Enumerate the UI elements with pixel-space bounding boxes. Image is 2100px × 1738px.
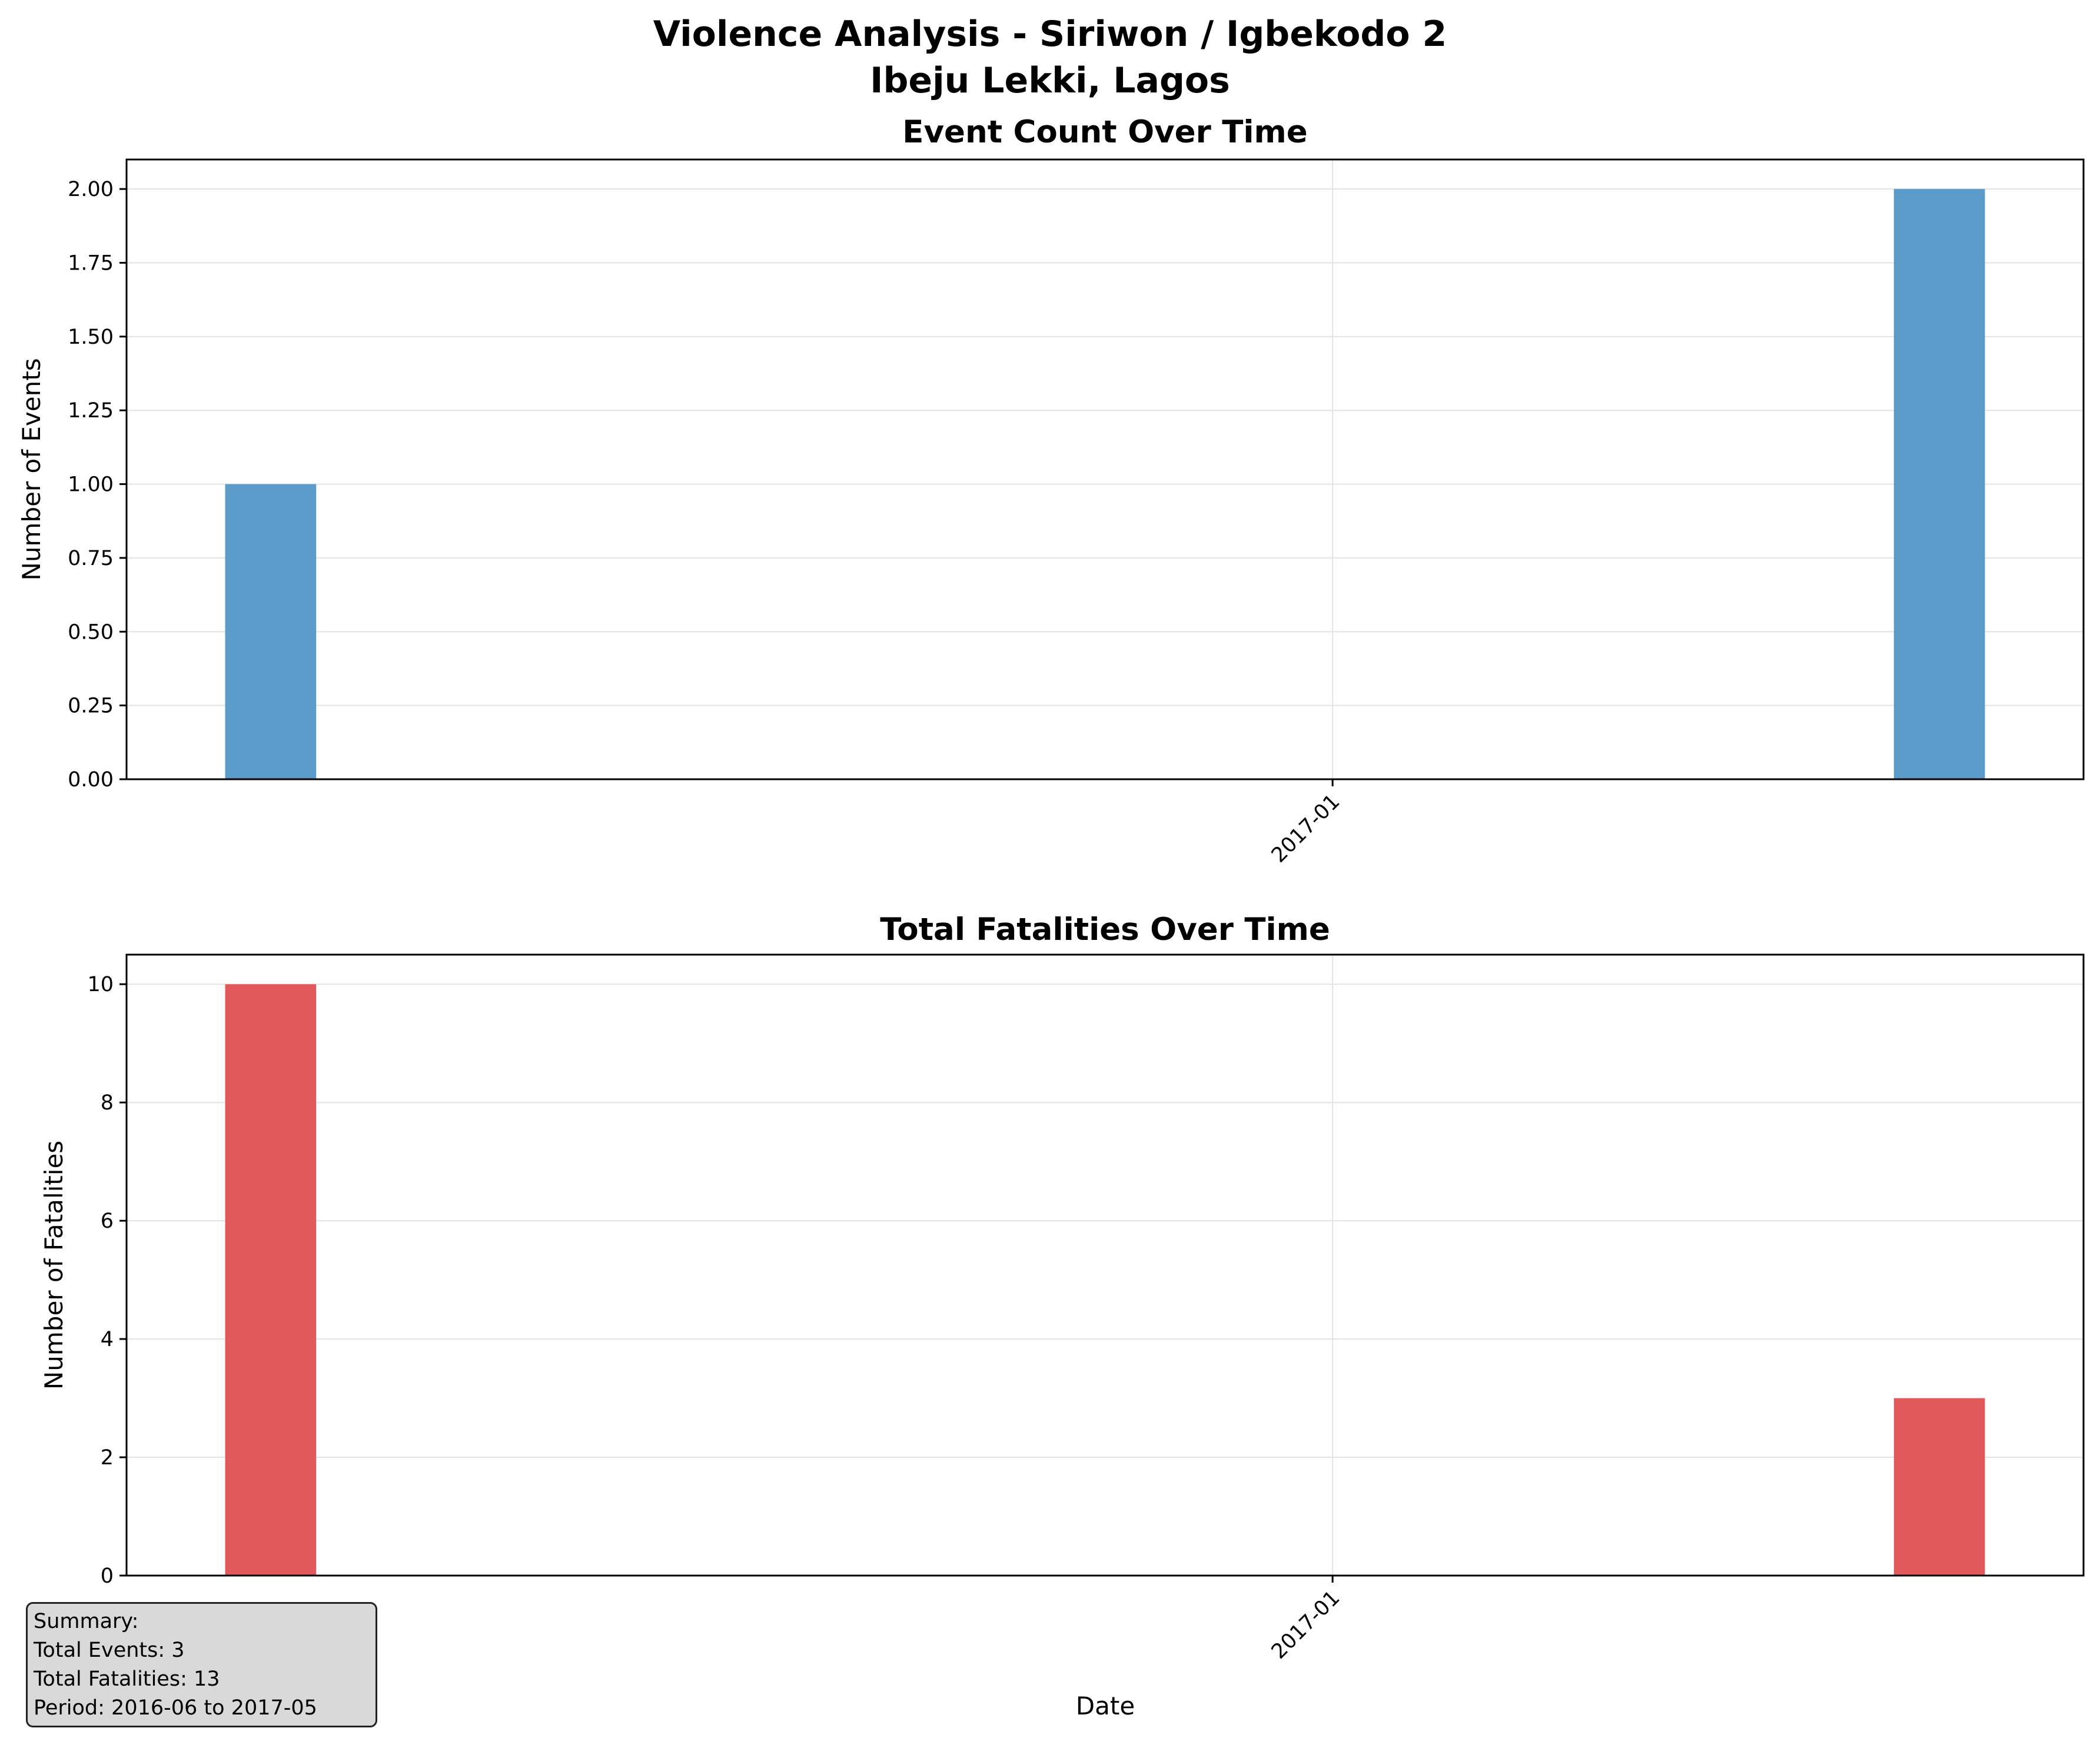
- summary-box: Summary: Total Events: 3 Total Fatalitie…: [26, 1602, 377, 1727]
- summary-period: Period: 2016-06 to 2017-05: [34, 1696, 317, 1720]
- summary-total-fatalities: Total Fatalities: 13: [34, 1667, 220, 1691]
- y-tick-label: 1.00: [68, 473, 114, 497]
- x-tick-label: 2017-01: [1267, 1586, 1345, 1664]
- y-axis-label: Number of Fatalities: [39, 1141, 68, 1390]
- y-tick-label: 0.00: [68, 768, 114, 792]
- y-tick-label: 0: [101, 1564, 114, 1588]
- summary-heading: Summary:: [34, 1610, 139, 1633]
- y-tick-label: 4: [101, 1328, 114, 1351]
- y-axis-label: Number of Events: [17, 358, 46, 580]
- bar: [225, 984, 317, 1576]
- chart-title: Total Fatalities Over Time: [880, 912, 1330, 948]
- y-tick-label: 1.75: [68, 252, 114, 275]
- figure-title-line1: Violence Analysis - Siriwon / Igbekodo 2: [653, 14, 1447, 55]
- y-tick-label: 2.00: [68, 178, 114, 201]
- y-tick-label: 6: [101, 1209, 114, 1233]
- bar: [225, 484, 317, 779]
- bar: [1893, 1398, 1985, 1576]
- event-count-chart: 0.00 0.25 0.50 0.75 1.00 1.25 1.50 1.75 2.00 2017…: [17, 114, 2085, 868]
- y-tick-label: 1.25: [68, 399, 114, 423]
- x-tick-label: 2017-01: [1267, 790, 1345, 868]
- fatalities-chart: 0 2 4 6 8 10 2017-01 Total Fatalities Over Time…: [39, 912, 2085, 1720]
- y-tick-label: 10: [87, 973, 114, 996]
- bar: [1893, 189, 1985, 780]
- y-tick-label: 0.75: [68, 547, 114, 570]
- y-tick-label: 1.50: [68, 325, 114, 349]
- chart-title: Event Count Over Time: [902, 114, 1307, 150]
- axes-frame: [125, 953, 2085, 1577]
- y-tick-label: 8: [101, 1091, 114, 1115]
- figure-title-line2: Ibeju Lekki, Lagos: [870, 60, 1230, 101]
- x-axis-label: Date: [1076, 1692, 1135, 1720]
- summary-total-events: Total Events: 3: [34, 1639, 185, 1662]
- y-tick-label: 0.25: [68, 694, 114, 718]
- y-tick-label: 0.50: [68, 620, 114, 644]
- axes-frame: [125, 158, 2085, 780]
- y-tick-label: 2: [101, 1446, 114, 1470]
